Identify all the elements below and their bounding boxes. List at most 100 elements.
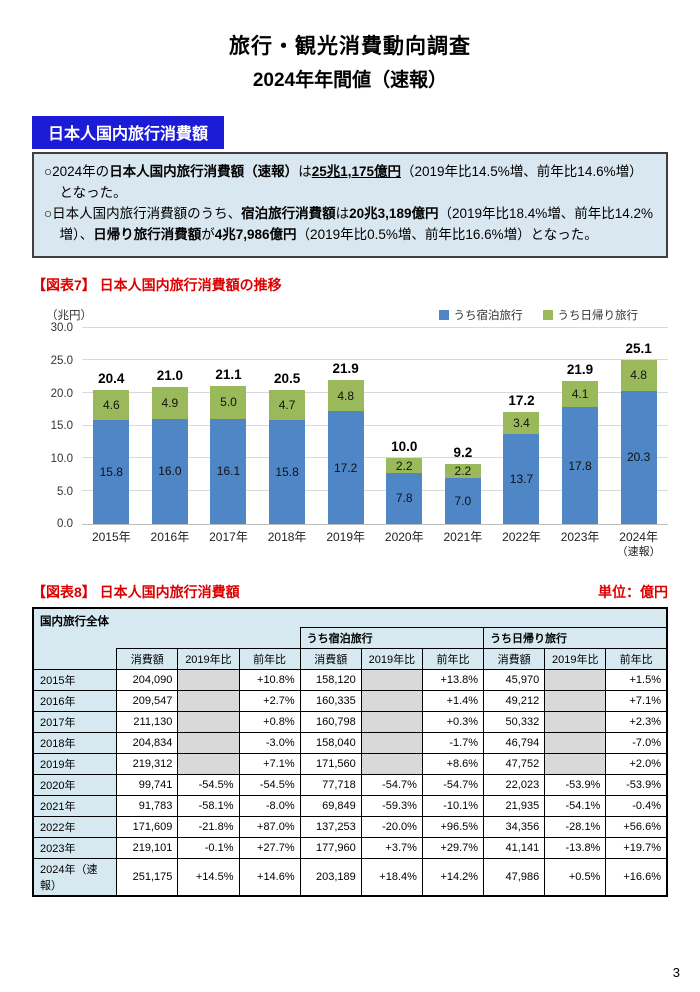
x-tick-label-main: 2018年 [267,529,307,544]
gridline [82,457,668,459]
value-cell: -53.9% [605,774,668,797]
x-tick-label: 2022年 [492,530,551,560]
value-cell: -54.5% [177,774,240,797]
header-col: 前年比 [238,648,301,671]
summary-text-segment: 日本人国内旅行消費額（速報） [109,164,299,179]
value-cell: 46,794 [483,732,546,755]
gridline [82,424,668,426]
value-cell: 251,175 [116,858,179,897]
header-col: 2019年比 [177,648,240,671]
value-cell: +87.0% [238,816,301,839]
summary-text-segment: （2019年比14.5%増、前年比14.6%増）となった。 [59,164,643,200]
x-tick-label-main: 2020年 [384,529,424,544]
bar-segment-daytrip: 4.8 [620,359,657,392]
value-cell: 211,130 [116,711,179,734]
value-cell: -54.1% [544,795,607,818]
bar-slot: 21.9 4.8 17.2 [316,329,375,524]
value-cell: 77,718 [299,774,362,797]
value-cell: -1.7% [421,732,485,755]
empty-cell [177,711,240,734]
table-heading: 【図表8】 日本人国内旅行消費額 [32,583,240,600]
header-col: 消費額 [483,648,546,671]
bars-container: 20.4 4.6 15.8 21.0 4.9 16.0 21.1 5.0 16.1 20.5 4.7… [82,329,668,524]
summary-text-segment: 4兆7,986億円 [214,226,297,242]
header-col: 前年比 [421,648,485,671]
bar-segment-overnight: 13.7 [503,434,540,524]
empty-cell [544,690,607,713]
x-tick-label: 2024年 （速報） [609,530,668,560]
chart-unit-label: （兆円） [46,309,92,322]
table-row: 2022年 171,609 -21.8% +87.0% 137,253 -20.0% +96… [32,816,668,839]
year-cell: 2022年 [32,816,118,839]
value-cell: -7.0% [605,732,668,755]
summary-box: ○2024年の日本人国内旅行消費額（速報）は25兆1,175億円（2019年比1… [32,152,668,258]
table-body: 2015年 204,090 +10.8% 158,120 +13.8% 45,970 +1.… [32,669,668,897]
value-cell: -13.8% [544,837,607,860]
summary-text-segment: 20兆3,189億円 [349,205,439,221]
header-year-blank [32,648,118,671]
empty-cell [177,690,240,713]
header-group-domestic-total: 国内旅行全体 [32,607,301,649]
x-tick-label: 2021年 [434,530,493,560]
value-cell: -28.1% [544,816,607,839]
year-cell: 2023年 [32,837,118,860]
bar-segment-daytrip: 5.0 [210,385,247,419]
table-heading-row: 【図表8】 日本人国内旅行消費額 単位：億円 [32,582,668,602]
value-cell: +8.6% [421,753,485,776]
value-cell: +13.8% [421,669,485,692]
legend-swatch-overnight-icon [438,309,449,320]
table-row: 2018年 204,834 -3.0% 158,040 -1.7% 46,794 -7.0% [32,732,668,755]
x-tick-label: 2023年 [551,530,610,560]
y-tick-label: 5.0 [57,485,73,498]
bar-total-label: 9.2 [453,444,473,460]
legend-item: うち宿泊旅行 [438,307,523,323]
summary-text-segment: が [201,226,215,242]
x-tick-label-main: 2023年 [560,529,600,544]
value-cell: 34,356 [483,816,546,839]
bar-segment-daytrip: 4.6 [93,390,130,421]
empty-cell [177,732,240,755]
value-cell: 171,560 [299,753,362,776]
bar-slot: 20.4 4.6 15.8 [82,329,141,524]
value-cell: 45,970 [483,669,546,692]
header-col: 2019年比 [544,648,607,671]
chart-header: （兆円） うち宿泊旅行 うち日帰り旅行 [32,307,668,329]
x-axis: 2015年 2016年 2017年 2018年 2019年 2020年 2021年 2022年… [82,530,668,560]
value-cell: 204,834 [116,732,179,755]
legend-swatch-daytrip-icon [542,309,553,320]
year-cell: 2016年 [32,690,118,713]
header-col: 消費額 [299,648,362,671]
summary-bullet: ○日本人国内旅行消費額のうち、宿泊旅行消費額は20兆3,189億円（2019年比… [44,204,654,246]
value-cell: +1.5% [605,669,668,692]
table-header-row: うち宿泊旅行 うち日帰り旅行 [33,627,668,650]
summary-text-segment: ○日本人国内旅行消費額のうち、 [44,205,242,221]
table-row: 2017年 211,130 +0.8% 160,798 +0.3% 50,332 +2.3% [32,711,668,734]
value-cell: +2.0% [605,753,668,776]
value-cell: 219,312 [116,753,179,776]
bar-group: 21.9 4.1 17.8 [562,362,599,524]
bar-segment-overnight: 17.2 [327,411,364,524]
bar-slot: 21.0 4.9 16.0 [141,329,200,524]
page-content: 日本人国内旅行消費額 ○2024年の日本人国内旅行消費額（速報）は25兆1,17… [0,92,700,898]
value-cell: +14.2% [421,858,485,897]
bar-group: 21.1 5.0 16.1 [210,367,247,524]
x-tick-label: 2020年 [375,530,434,560]
y-tick-label: 25.0 [50,354,73,367]
value-cell: +0.3% [421,711,485,734]
bar-total-label: 20.4 [98,371,125,387]
y-tick-label: 20.0 [50,387,73,400]
value-cell: 50,332 [483,711,546,734]
x-tick-label: 2019年 [316,530,375,560]
chart-legend: うち宿泊旅行 うち日帰り旅行 [438,307,639,323]
x-tick-label: 2015年 [82,530,141,560]
table-row: 2023年 219,101 -0.1% +27.7% 177,960 +3.7% +29.7… [32,837,668,860]
value-cell: -21.8% [177,816,240,839]
value-cell: 160,335 [299,690,362,713]
bar-group: 9.2 2.2 7.0 [444,445,481,524]
x-tick-label-main: 2022年 [502,529,541,544]
legend-label: うち日帰り旅行 [557,309,639,322]
value-cell: 21,935 [483,795,546,818]
table-row: 2019年 219,312 +7.1% 171,560 +8.6% 47,752 +2.0% [32,753,668,776]
plot-area: 20.4 4.6 15.8 21.0 4.9 16.0 21.1 5.0 16.1 20.5 4.7… [82,326,668,525]
value-cell: 171,609 [116,816,179,839]
